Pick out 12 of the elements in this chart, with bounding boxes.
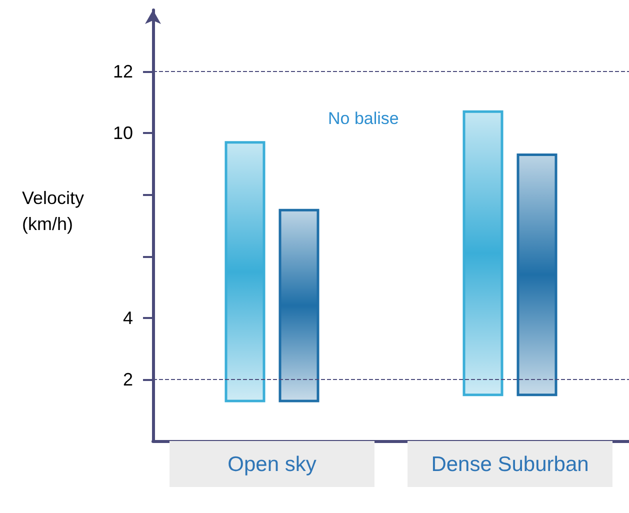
bar [278, 208, 320, 402]
x-tick-label: Open sky [228, 453, 317, 476]
y-tick-label: 10 [112, 123, 133, 144]
y-tick-label: 2 [122, 369, 133, 390]
bar [224, 141, 266, 402]
bar [516, 153, 558, 396]
y-tick-label: 4 [122, 308, 133, 328]
annotation: No balise [328, 109, 399, 128]
bar [462, 110, 504, 396]
x-tick-label: Dense Suburban [431, 453, 589, 476]
y-tick-label: 12 [112, 62, 133, 82]
y-axis-title: Velocity (km/h) [22, 188, 84, 234]
